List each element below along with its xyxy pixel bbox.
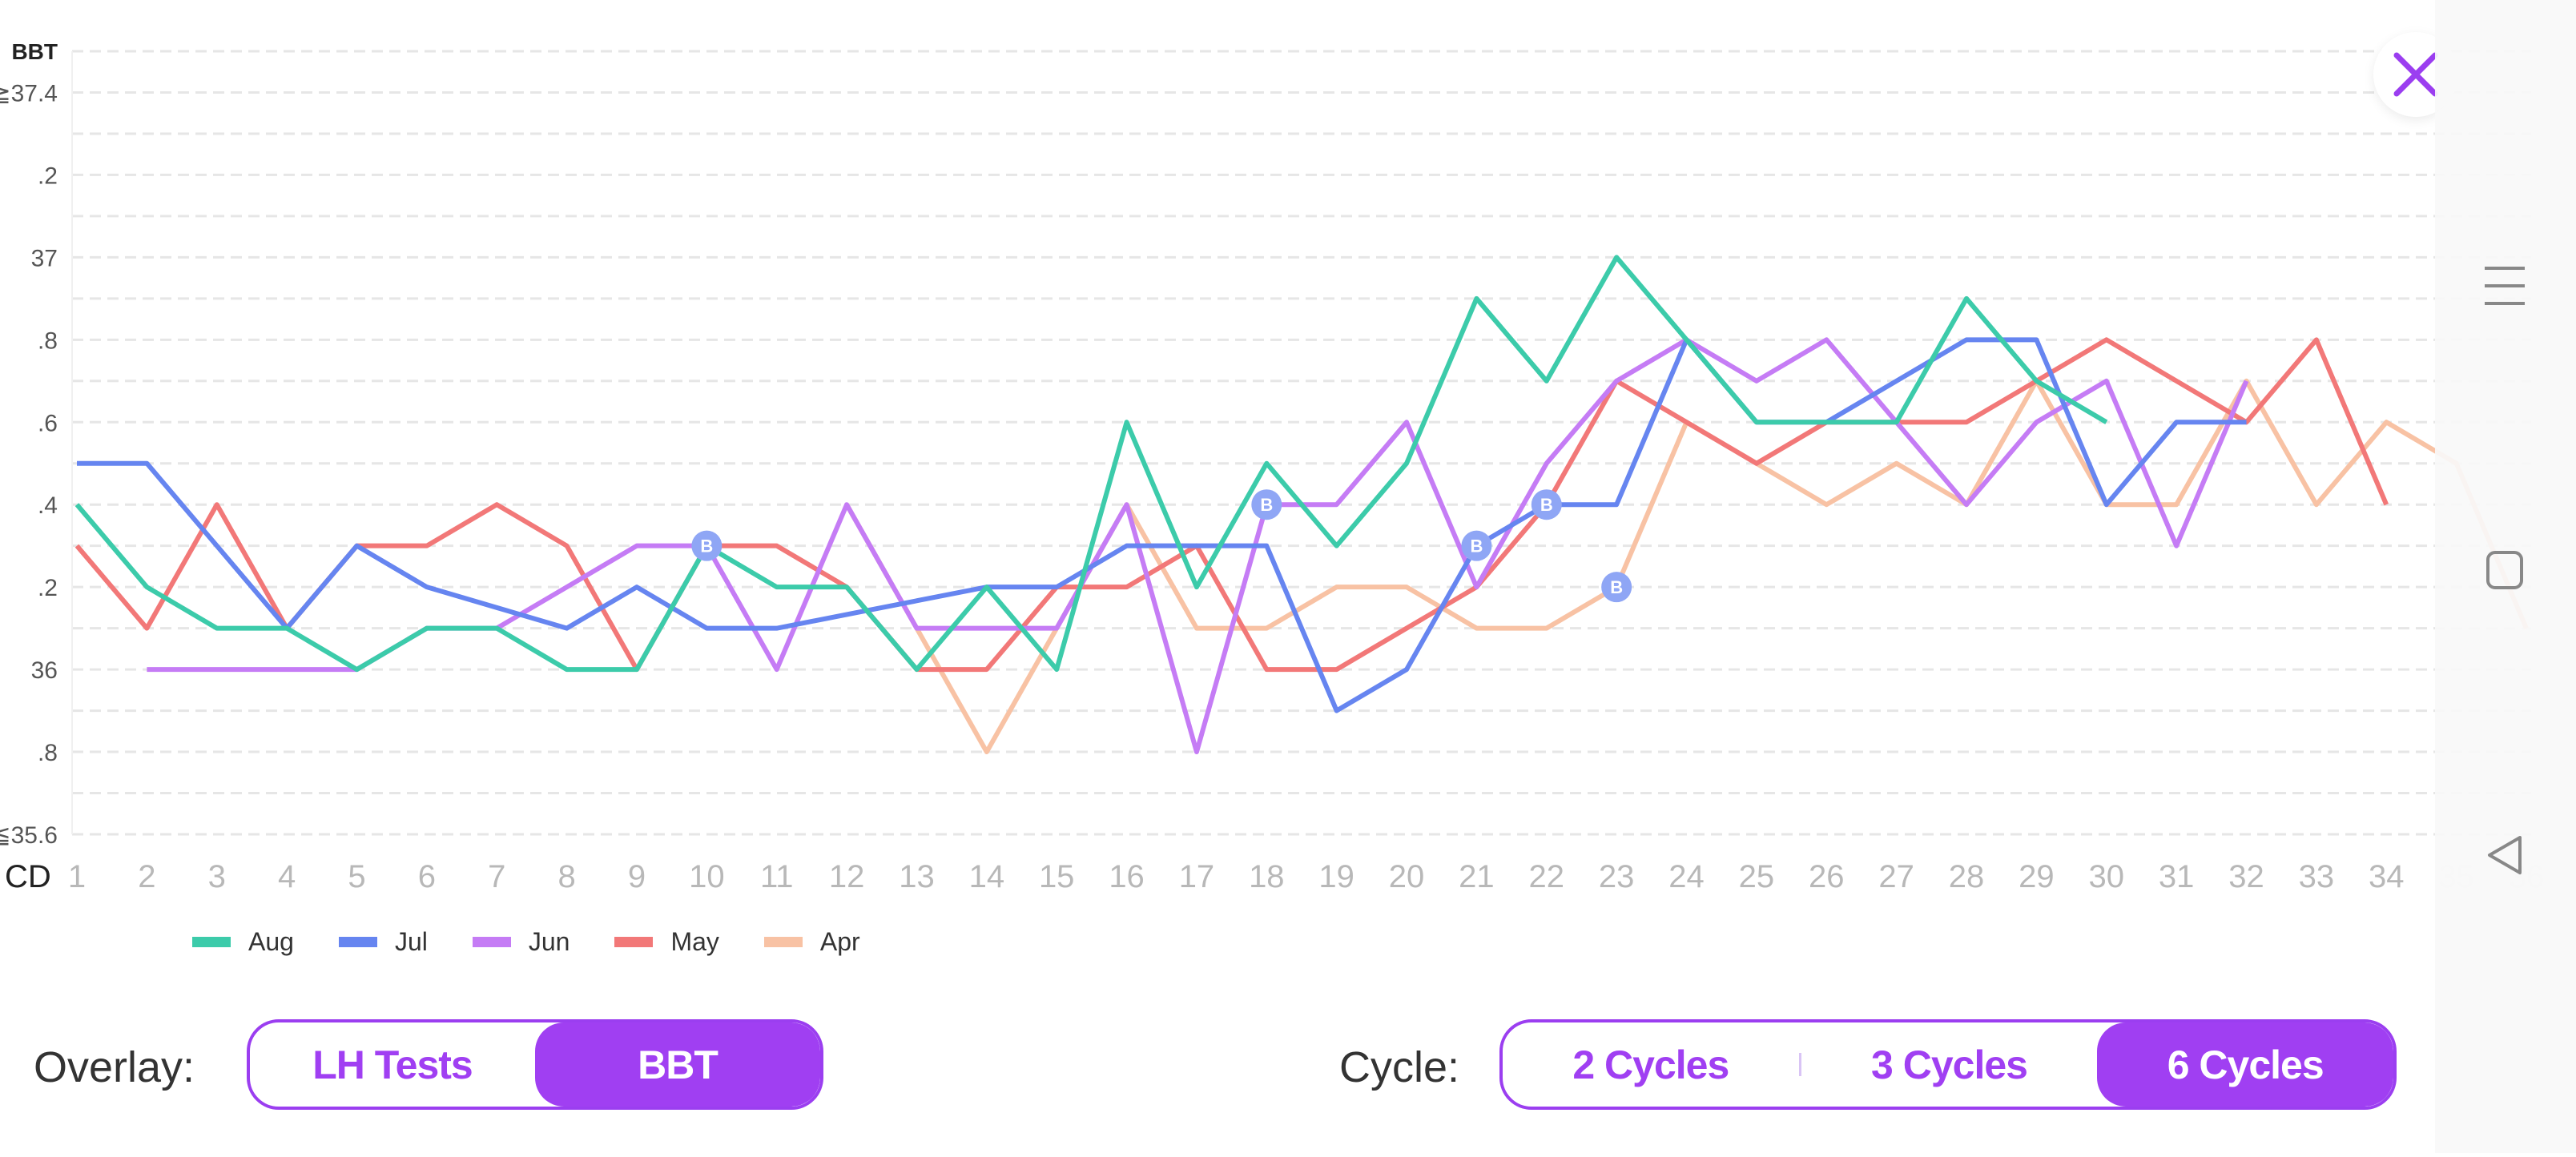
legend-item-jul[interactable]: Jul: [339, 927, 428, 957]
x-tick-label: 32: [2228, 859, 2264, 894]
x-tick-label: 3: [208, 859, 226, 894]
legend-label: Jun: [529, 927, 570, 957]
bbt-marker-label: B: [1540, 495, 1553, 515]
y-axis-title: BBT: [11, 39, 58, 64]
x-tick-label: 29: [2019, 859, 2055, 894]
bbt-marker-label: B: [1610, 577, 1623, 597]
back-icon[interactable]: [2489, 838, 2520, 873]
overlay-toggle: LH Tests BBT: [247, 1019, 823, 1110]
overlay-option-lh-tests[interactable]: LH Tests: [250, 1022, 535, 1107]
x-tick-label: 34: [2369, 859, 2405, 894]
series-line-apr: [847, 381, 2526, 752]
bbt-marker-label: B: [1260, 495, 1273, 515]
x-tick-label: 14: [969, 859, 1005, 894]
cycle-option-2[interactable]: 2 Cycles: [1503, 1022, 1799, 1107]
x-tick-label: 16: [1109, 859, 1145, 894]
x-tick-label: 17: [1179, 859, 1215, 894]
x-tick-label: 11: [760, 859, 794, 894]
legend-swatch: [339, 937, 377, 947]
x-tick-label: 21: [1459, 859, 1495, 894]
x-tick-label: 5: [348, 859, 365, 894]
x-tick-label: 27: [1878, 859, 1914, 894]
x-tick-label: 22: [1529, 859, 1565, 894]
legend-swatch: [764, 937, 803, 947]
system-nav-bar: [2435, 0, 2576, 1153]
y-tick-label: 37: [31, 245, 58, 271]
chart-legend: Aug Jul Jun May Apr: [192, 927, 905, 957]
x-tick-label: 6: [418, 859, 436, 894]
x-tick-label: 10: [689, 859, 725, 894]
series-line-jul: [77, 339, 2247, 710]
x-tick-label: 23: [1599, 859, 1635, 894]
x-tick-label: 20: [1389, 859, 1425, 894]
home-icon[interactable]: [2488, 552, 2522, 588]
legend-label: Apr: [820, 927, 860, 957]
legend-item-may[interactable]: May: [614, 927, 718, 957]
cycle-option-3[interactable]: 3 Cycles: [1801, 1022, 2098, 1107]
legend-swatch: [473, 937, 511, 947]
x-tick-label: 28: [1949, 859, 1985, 894]
x-tick-label: 9: [628, 859, 646, 894]
x-tick-label: 7: [488, 859, 505, 894]
overlay-option-bbt[interactable]: BBT: [535, 1022, 820, 1107]
cycle-option-6[interactable]: 6 Cycles: [2097, 1022, 2393, 1107]
legend-label: Aug: [248, 927, 294, 957]
x-tick-label: 8: [557, 859, 575, 894]
x-tick-label: 24: [1668, 859, 1705, 894]
x-tick-label: 1: [68, 859, 86, 894]
legend-swatch: [192, 937, 231, 947]
y-tick-label: .2: [38, 163, 58, 189]
x-tick-label: 15: [1039, 859, 1075, 894]
x-tick-label: 12: [829, 859, 865, 894]
y-tick-label: ≦35.6: [0, 822, 58, 849]
legend-label: May: [670, 927, 718, 957]
recent-apps-icon[interactable]: [2485, 268, 2525, 303]
bbt-marker-label: B: [1470, 536, 1483, 556]
x-tick-label: 31: [2159, 859, 2195, 894]
y-tick-label: .8: [38, 327, 58, 354]
x-tick-label: 30: [2089, 859, 2125, 894]
bbt-marker-label: B: [700, 536, 713, 556]
legend-swatch: [614, 937, 653, 947]
y-tick-label: ≧37.4: [0, 80, 58, 106]
cycle-toggle: 2 Cycles 3 Cycles 6 Cycles: [1499, 1019, 2397, 1110]
x-axis-title: CD: [5, 859, 51, 894]
x-tick-label: 19: [1318, 859, 1354, 894]
y-tick-label: .4: [38, 492, 58, 519]
x-tick-label: 4: [278, 859, 296, 894]
x-tick-label: 33: [2299, 859, 2335, 894]
x-tick-label: 2: [138, 859, 155, 894]
legend-label: Jul: [395, 927, 428, 957]
x-tick-label: 25: [1739, 859, 1775, 894]
x-tick-label: 18: [1249, 859, 1285, 894]
overlay-label: Overlay:: [34, 1043, 195, 1092]
y-tick-label: .2: [38, 575, 58, 601]
y-tick-label: 36: [31, 657, 58, 684]
cycle-label: Cycle:: [1339, 1043, 1459, 1092]
x-tick-label: 26: [1809, 859, 1845, 894]
x-tick-label: 13: [899, 859, 935, 894]
legend-item-aug[interactable]: Aug: [192, 927, 294, 957]
legend-item-apr[interactable]: Apr: [764, 927, 860, 957]
y-tick-label: .6: [38, 410, 58, 436]
legend-item-jun[interactable]: Jun: [473, 927, 570, 957]
y-tick-label: .8: [38, 740, 58, 766]
